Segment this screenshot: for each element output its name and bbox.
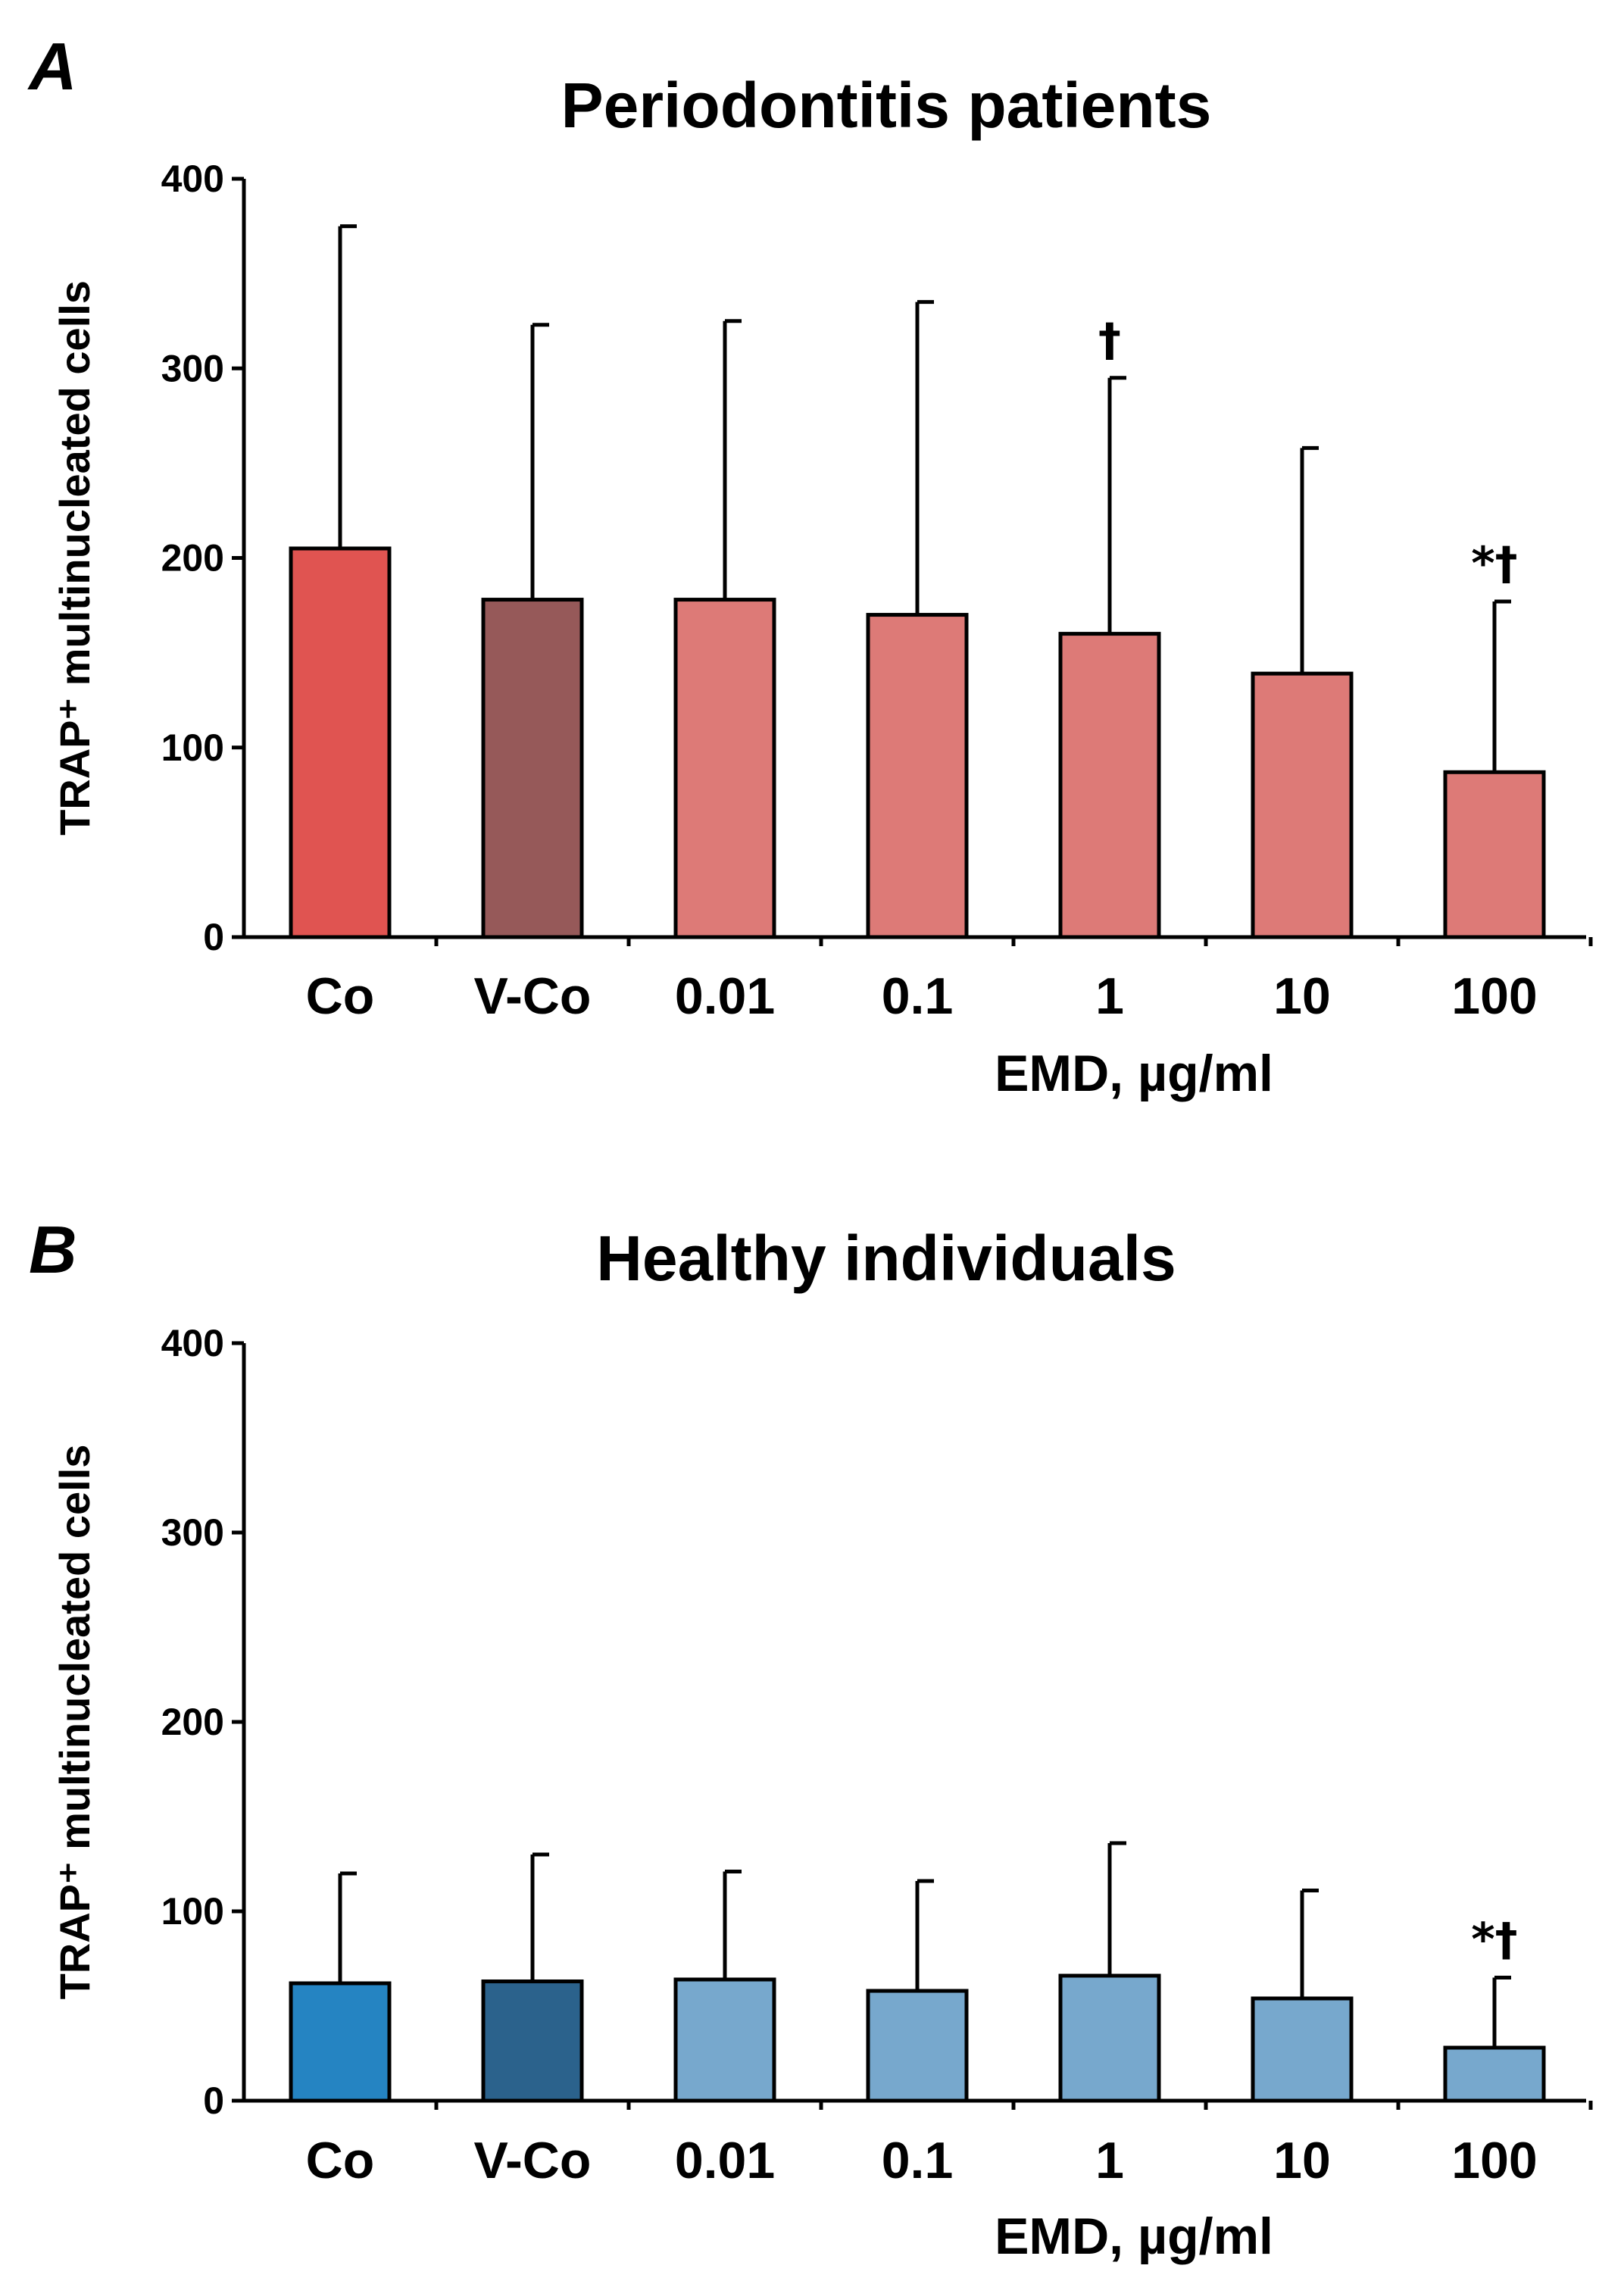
significance-marker: *† <box>1471 1914 1517 1967</box>
x-tick-label: 0.1 <box>882 2132 954 2189</box>
x-tick-label: 100 <box>1451 967 1537 1025</box>
panel-letter: B <box>29 1212 77 1287</box>
significance-marker: † <box>1098 314 1121 367</box>
significance-marker: *† <box>1471 537 1517 590</box>
x-tick-label: 0.01 <box>675 967 775 1025</box>
bar-0.01 <box>673 1977 776 2103</box>
bar-0.1 <box>866 1989 969 2103</box>
y-tick-label: 100 <box>161 1890 224 1933</box>
y-tick-label: 400 <box>161 158 224 200</box>
chart-title: Healthy individuals <box>596 1223 1176 1294</box>
x-axis-label: EMD, µg/ml <box>995 1045 1273 1102</box>
y-tick-label: 300 <box>161 347 224 389</box>
y-tick-label: 200 <box>161 537 224 580</box>
x-tick-label: 1 <box>1095 2132 1124 2189</box>
x-tick-label: 10 <box>1273 967 1331 1025</box>
x-tick-label: 10 <box>1273 2132 1331 2189</box>
x-tick-label: 100 <box>1451 2132 1537 2189</box>
chart-title: Periodontitis patients <box>561 70 1212 141</box>
bar-100 <box>1443 770 1546 939</box>
bar-Co <box>289 1981 392 2103</box>
y-tick-label: 100 <box>161 726 224 769</box>
y-axis-label: TRAP⁺ multinucleated cells <box>51 280 98 836</box>
chart-panel-a: A Periodontitis patients 0 100 200 300 400 Co V-… <box>27 29 1593 1102</box>
bar-0.1 <box>866 613 969 939</box>
bar-V-Co <box>481 1979 584 2103</box>
x-tick-label: V-Co <box>474 967 592 1025</box>
chart-panel-b: B Healthy individuals 0 100 200 300 400 Co V-Co 0… <box>29 1212 1593 2265</box>
y-tick-label: 200 <box>161 1701 224 1743</box>
bar-0.01 <box>673 598 776 939</box>
x-axis-label: EMD, µg/ml <box>995 2208 1273 2265</box>
panel-letter: A <box>27 29 77 104</box>
x-tick-label: 0.1 <box>882 967 954 1025</box>
bar-10 <box>1251 671 1354 939</box>
x-tick-label: V-Co <box>474 2132 592 2189</box>
y-tick-label: 300 <box>161 1511 224 1554</box>
y-tick-label: 0 <box>203 916 224 958</box>
x-tick-label: 1 <box>1095 967 1124 1025</box>
y-tick-label: 400 <box>161 1322 224 1364</box>
bar-100 <box>1443 2045 1546 2103</box>
bar-Co <box>289 546 392 939</box>
bar-1 <box>1058 1973 1161 2103</box>
bar-V-Co <box>481 598 584 939</box>
y-axis-label: TRAP⁺ multinucleated cells <box>51 1445 98 2000</box>
x-tick-label: 0.01 <box>675 2132 775 2189</box>
x-tick-label: Co <box>306 967 375 1025</box>
y-tick-label: 0 <box>203 2079 224 2122</box>
x-tick-label: Co <box>306 2132 375 2189</box>
bar-1 <box>1058 632 1161 939</box>
bar-10 <box>1251 1996 1354 2103</box>
